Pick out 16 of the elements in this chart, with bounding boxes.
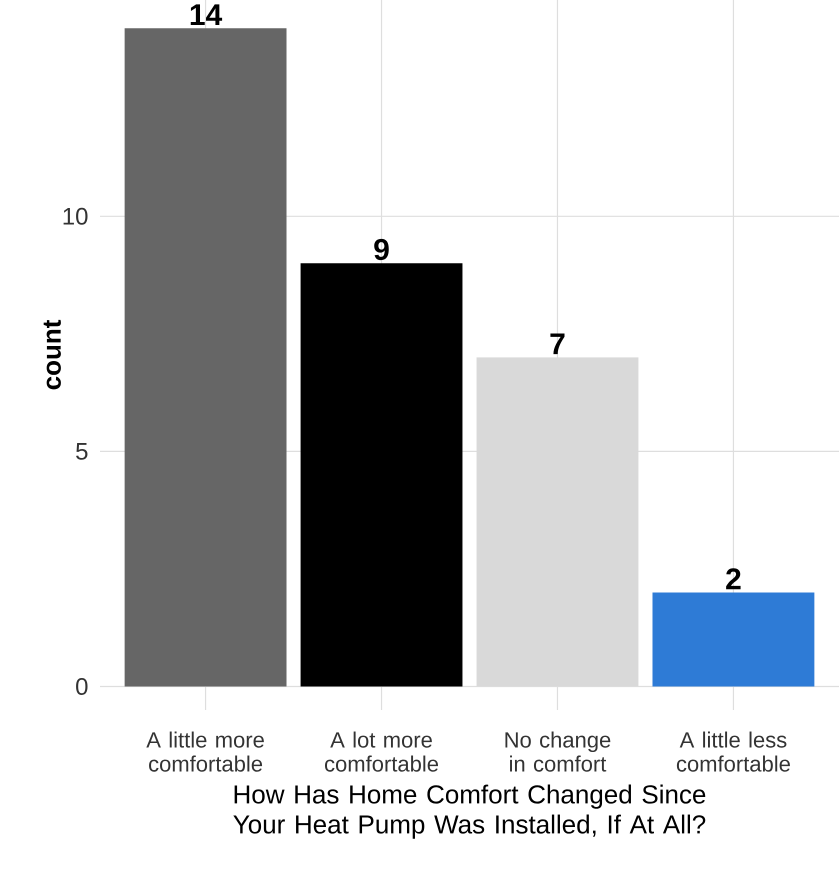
bar [124,28,287,686]
x-tick-label: A little more comfortable [146,732,264,772]
data-label: 2 [726,568,741,590]
x-axis-title: How Has Home Comfort Changed Since Your Heat Pump Was Installed, If At All? [233,784,706,839]
y-tick-label: 0 [76,678,88,695]
y-axis-title: count [44,320,61,390]
bar [300,263,462,686]
y-tick-label: 5 [76,443,88,460]
data-label: 7 [550,334,565,354]
x-tick-label: A little less comfortable [676,732,790,772]
bar [652,592,814,686]
data-label: 9 [374,238,389,260]
y-tick-label: 10 [64,208,88,225]
x-tick-label: No change in comfort [505,732,610,772]
x-tick-label: A lot more comfortable [324,732,438,772]
data-label: 14 [190,4,222,26]
